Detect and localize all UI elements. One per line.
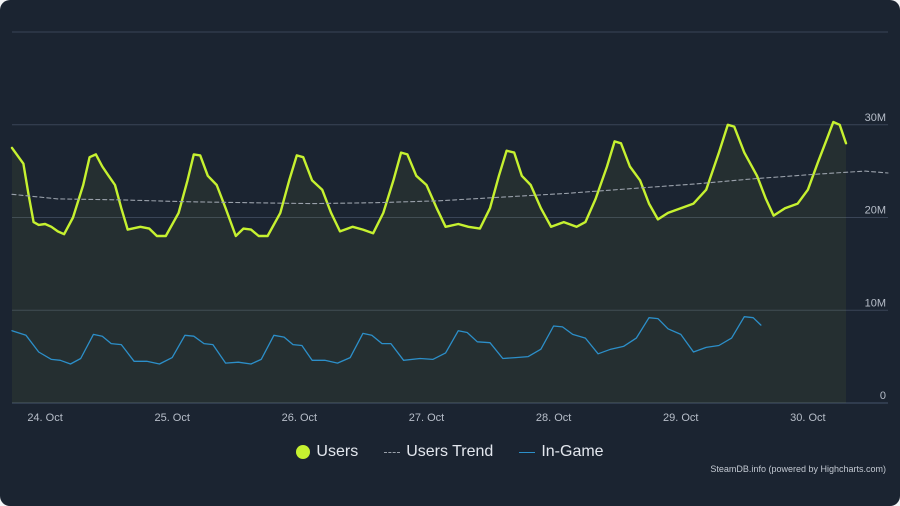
series-line-users	[10, 120, 848, 238]
legend-users-label: Users	[316, 443, 359, 460]
series-line-users-trend	[11, 170, 889, 205]
legend-line-icon	[519, 451, 536, 453]
chart-credits[interactable]: SteamDB.info (powered by Highcharts.com)	[710, 464, 886, 474]
legend-item-users[interactable]: Users	[296, 443, 358, 461]
x-tick-label: 25. Oct	[154, 412, 189, 424]
series-area-users	[12, 122, 846, 403]
y-tick-label: 0	[880, 390, 886, 402]
legend-trend-label: Users Trend	[406, 443, 494, 460]
x-tick-label: 28. Oct	[536, 412, 571, 424]
y-tick-label: 10M	[865, 297, 886, 309]
chart-grid	[12, 31, 888, 404]
x-tick-label: 30. Oct	[790, 412, 825, 424]
legend-ingame-label: In-Game	[541, 443, 604, 460]
y-tick-label: 30M	[865, 112, 886, 124]
y-axis-ticks: 0 10M 20M 30M	[865, 112, 886, 402]
chart-areas	[12, 122, 846, 403]
legend-dot-icon	[296, 445, 311, 459]
legend-item-in-game[interactable]: In-Game	[519, 443, 604, 461]
legend-dash-icon	[384, 451, 401, 453]
series-line-in-game	[11, 316, 762, 365]
x-tick-label: 29. Oct	[663, 412, 698, 424]
chart-legend: Users Users Trend In-Game	[0, 438, 900, 466]
x-tick-label: 24. Oct	[27, 412, 62, 424]
x-tick-label: 27. Oct	[409, 412, 444, 424]
chart-lines	[10, 120, 889, 365]
x-axis-ticks: 24. Oct 25. Oct 26. Oct 27. Oct 28. Oct 29. O…	[27, 412, 825, 424]
legend-item-users-trend[interactable]: Users Trend	[384, 443, 493, 461]
x-tick-label: 26. Oct	[282, 412, 317, 424]
y-tick-label: 20M	[865, 205, 886, 217]
